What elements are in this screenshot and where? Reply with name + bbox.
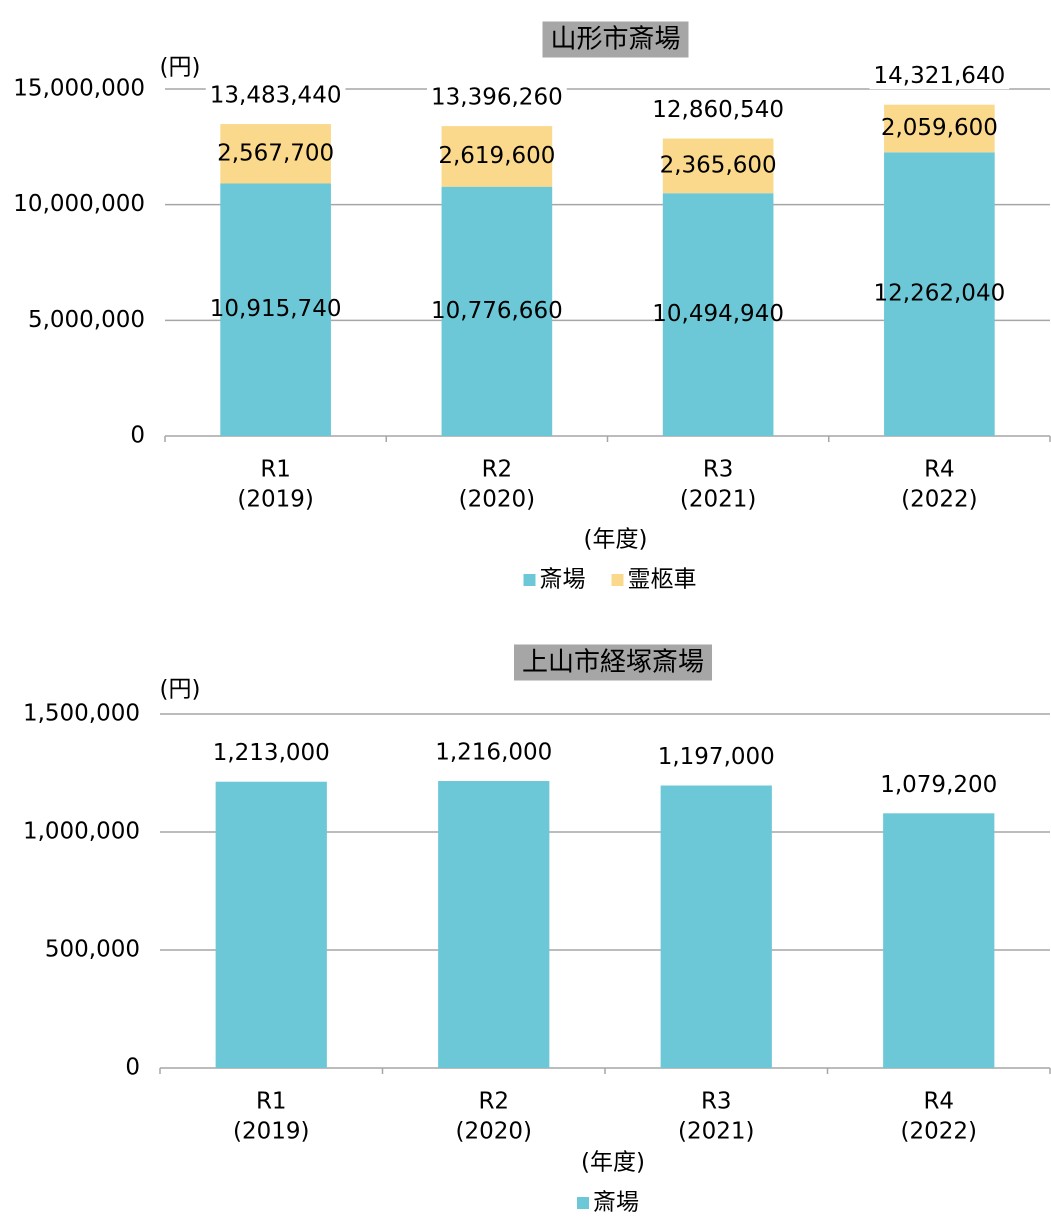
- bar: [884, 152, 995, 436]
- label-bg: [205, 82, 346, 109]
- x-tick-year: (2020): [459, 487, 535, 513]
- x-tick-year: (2022): [901, 487, 977, 513]
- x-tick-label: R4: [924, 457, 955, 483]
- y-tick-label: 0: [125, 1055, 140, 1081]
- x-tick-label: R4: [923, 1089, 954, 1115]
- chart-title: 山形市斎場: [550, 25, 680, 55]
- y-unit: (円): [160, 677, 201, 703]
- x-tick-year: (2019): [233, 1119, 309, 1145]
- x-tick-label: R1: [260, 457, 291, 483]
- total-label: 13,483,440: [210, 83, 342, 109]
- bar: [220, 183, 331, 436]
- value-label: 1,216,000: [435, 740, 552, 766]
- title-box: [542, 21, 689, 58]
- value-label: 1,213,000: [213, 740, 330, 766]
- x-tick-year: (2020): [456, 1119, 532, 1145]
- x-tick-label: R2: [482, 457, 513, 483]
- bar: [662, 193, 774, 436]
- label-bg: [869, 63, 1010, 90]
- x-tick-year: (2019): [237, 487, 313, 513]
- value-label: 2,567,700: [217, 140, 334, 166]
- legend-swatch: [611, 574, 624, 586]
- legend-label: 霊柩車: [628, 567, 697, 593]
- x-tick-year: (2021): [678, 1119, 754, 1145]
- x-axis-label: (年度): [581, 1150, 645, 1176]
- y-unit: (円): [160, 55, 201, 81]
- y-tick-label: 5,000,000: [28, 307, 145, 333]
- legend-label: 斎場: [540, 567, 586, 593]
- y-tick-label: 1,000,000: [23, 819, 140, 845]
- x-tick-label: R3: [703, 457, 734, 483]
- x-tick-year: (2022): [901, 1119, 977, 1145]
- x-tick-label: R2: [478, 1089, 509, 1115]
- legend-swatch: [577, 1197, 589, 1209]
- y-tick-label: 500,000: [45, 937, 140, 963]
- value-label: 10,776,660: [431, 298, 563, 324]
- y-tick-label: 0: [130, 423, 145, 449]
- bar: [662, 138, 774, 194]
- value-label: 10,494,940: [652, 301, 784, 327]
- bar: [441, 186, 553, 436]
- total-label: 13,396,260: [431, 85, 563, 111]
- label-bg: [427, 84, 567, 111]
- x-tick-label: R1: [256, 1089, 287, 1115]
- legend-swatch: [523, 574, 536, 586]
- x-tick-year: (2021): [680, 487, 756, 513]
- y-tick-label: 10,000,000: [13, 191, 145, 217]
- x-axis-label: (年度): [584, 527, 648, 553]
- y-tick-label: 15,000,000: [13, 76, 145, 102]
- y-tick-label: 1,500,000: [23, 701, 140, 727]
- value-label: 2,619,600: [438, 143, 555, 169]
- title-box: [513, 644, 713, 681]
- value-label: 2,059,600: [881, 115, 998, 141]
- total-label: 14,321,640: [874, 63, 1006, 89]
- value-label: 10,915,740: [210, 296, 342, 322]
- bar: [438, 781, 550, 1068]
- bar: [220, 124, 331, 184]
- bar: [215, 781, 327, 1068]
- x-tick-label: R3: [701, 1089, 732, 1115]
- bar: [883, 813, 995, 1068]
- chart-title: 上山市経塚斎場: [522, 648, 704, 678]
- value-label: 2,365,600: [660, 152, 777, 178]
- bar: [441, 126, 553, 187]
- value-label: 1,197,000: [658, 744, 775, 770]
- legend-label: 斎場: [593, 1190, 639, 1216]
- label-bg: [648, 96, 788, 123]
- bar: [884, 104, 995, 153]
- value-label: 1,079,200: [880, 772, 997, 798]
- total-label: 12,860,540: [652, 97, 784, 123]
- bar: [660, 785, 772, 1068]
- value-label: 12,262,040: [874, 281, 1006, 307]
